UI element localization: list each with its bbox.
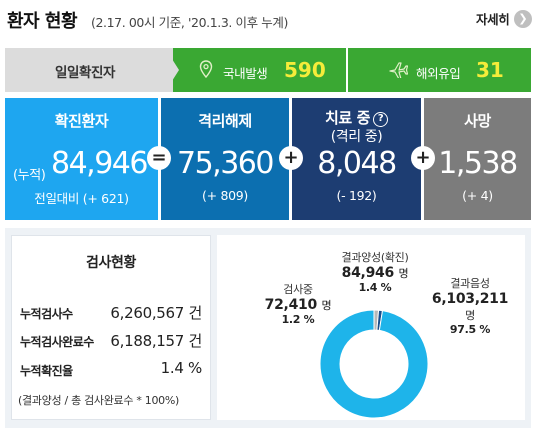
stat-treating-label: 치료 중 xyxy=(324,109,371,127)
page-title: 환자 현황 xyxy=(7,11,78,32)
chart-unit: 명 xyxy=(398,267,409,280)
chart-value-positive: 84,946 xyxy=(341,265,395,281)
stat-deaths-value: 1,538 xyxy=(438,146,518,181)
testing-row-value: 1.4 % xyxy=(160,359,203,377)
stat-released: 격리해제 75,360 (+ 809) xyxy=(161,98,289,220)
chart-label-positive: 결과양성(확진) 84,946 명 1.4 % xyxy=(320,249,430,294)
stat-released-label: 격리해제 xyxy=(198,112,252,130)
chart-category-negative: 결과음성 xyxy=(450,277,490,290)
page-subtitle: (2.17. 00시 기준, '20.1.3. 이후 누계) xyxy=(91,15,288,30)
testing-row: 누적검사수 6,260,567 건 xyxy=(12,302,210,324)
more-link[interactable]: 자세히 xyxy=(476,12,510,27)
daily-arrow xyxy=(165,48,179,92)
testing-row-label: 누적확진율 xyxy=(20,364,73,378)
testing-row-value: 6,260,567 건 xyxy=(110,304,202,322)
stat-confirmed-prefix: (누적) xyxy=(13,168,46,183)
chart-unit: 명 xyxy=(321,299,332,312)
airplane-icon xyxy=(388,60,409,82)
chart-percent-positive: 1.4 xyxy=(358,281,378,294)
overseas-label: 해외유입 xyxy=(416,66,461,81)
stat-confirmed-delta: 전일대비 (+ 621) xyxy=(34,191,129,206)
donut-chart xyxy=(319,309,429,419)
stat-released-value: 75,360 xyxy=(177,146,274,181)
testing-row-label: 누적검사수 xyxy=(20,307,73,321)
chart-percent-negative: 97.5 xyxy=(449,323,476,336)
daily-domestic: 국내발생 590 xyxy=(173,48,346,92)
stat-treating-delta: (- 192) xyxy=(336,188,377,203)
stats-panel: 확진환자 (누적) 84,946 전일대비 (+ 621) 격리해제 75,36… xyxy=(5,98,531,220)
stat-deaths-delta: (+ 4) xyxy=(462,188,493,203)
testing-title: 검사현황 xyxy=(86,255,136,271)
stat-treating: 치료 중? (격리 중) 8,048 (- 192) xyxy=(292,98,421,220)
chart-unit: 명 xyxy=(465,309,475,322)
plus-icon: + xyxy=(411,146,435,170)
chart-label-testing: 검사중 72,410 명 1.2 % xyxy=(253,281,343,326)
stat-treating-title: 치료 중? xyxy=(292,107,421,128)
testing-panel: 검사현황 누적검사수 6,260,567 건 누적검사완료수 6,188,157… xyxy=(5,228,531,428)
stat-deaths: 사망 1,538 (+ 4) xyxy=(424,98,531,220)
stat-confirmed-value: 84,946 xyxy=(51,146,148,181)
domestic-value: 590 xyxy=(284,58,326,82)
testing-row: 누적검사완료수 6,188,157 건 xyxy=(12,330,210,352)
chart-category-testing: 검사중 xyxy=(283,283,313,296)
equals-icon: = xyxy=(147,146,171,170)
daily-overseas: 해외유입 31 xyxy=(348,48,531,92)
stat-confirmed-label: 확진환자 xyxy=(54,112,109,130)
stat-deaths-label: 사망 xyxy=(464,112,491,130)
chart-percent-testing: 1.2 xyxy=(281,313,301,326)
help-icon[interactable]: ? xyxy=(373,112,389,127)
daily-confirmed-label: 일일확진자 xyxy=(5,48,183,92)
domestic-label: 국내발생 xyxy=(223,66,268,81)
location-pin-icon xyxy=(199,60,213,82)
stat-treating-value: 8,048 xyxy=(317,146,397,181)
overseas-value: 31 xyxy=(476,58,504,82)
plus-icon: + xyxy=(279,146,303,170)
chart-value-negative: 6,103,211 xyxy=(431,291,509,307)
daily-confirmed-bar: 일일확진자 국내발생 590 해외유입 31 xyxy=(5,48,531,92)
chart-category-positive: 결과양성(확진) xyxy=(341,251,409,264)
donut-slice-negative xyxy=(319,309,429,419)
chevron-right-icon[interactable]: ❯ xyxy=(514,10,532,28)
testing-row-value: 6,188,157 건 xyxy=(110,332,202,350)
test-results-chart: 결과양성(확진) 84,946 명 1.4 % 검사중 72,410 명 1.2… xyxy=(217,235,525,420)
testing-summary: 검사현황 누적검사수 6,260,567 건 누적검사완료수 6,188,157… xyxy=(11,235,211,420)
testing-note: (결과양성 / 총 검사완료수 * 100%) xyxy=(18,394,180,407)
testing-row: 누적확진율 1.4 % xyxy=(12,359,210,381)
chart-label-negative: 결과음성 6,103,211 명 97.5 % xyxy=(425,275,515,336)
stat-released-delta: (+ 809) xyxy=(202,188,248,203)
testing-row-label: 누적검사완료수 xyxy=(20,335,94,349)
stat-treating-sublabel: (격리 중) xyxy=(330,129,383,145)
daily-confirmed-title: 일일확진자 xyxy=(54,65,116,81)
header: 환자 현황 (2.17. 00시 기준, '20.1.3. 이후 누계) 자세히… xyxy=(0,0,536,40)
stat-confirmed: 확진환자 (누적) 84,946 전일대비 (+ 621) xyxy=(5,98,158,220)
chart-value-testing: 72,410 xyxy=(264,297,318,313)
